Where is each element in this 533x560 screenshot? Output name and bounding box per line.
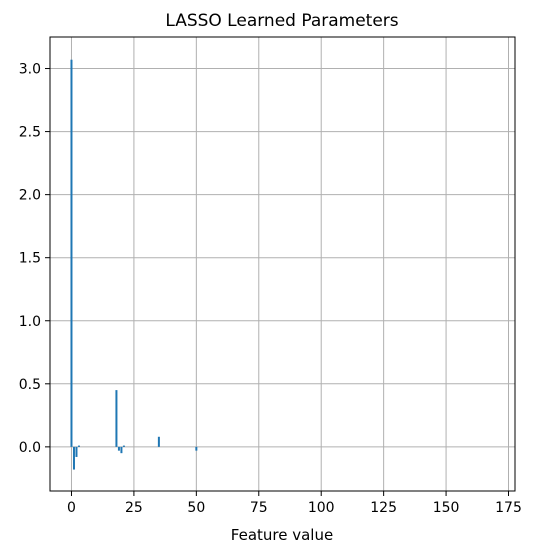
y-tick-label: 2.5 [19, 125, 41, 141]
x-tick-label: 0 [67, 500, 76, 516]
bar-feature-2 [75, 446, 78, 457]
bar-feature-35 [157, 436, 160, 447]
y-tick-label: 3.0 [19, 62, 41, 78]
bar-feature-19 [117, 446, 120, 451]
x-axis-label: Feature value [231, 526, 333, 544]
y-tick-label: 0.5 [19, 377, 41, 393]
bar-feature-1 [72, 446, 75, 470]
y-tick-label: 2.0 [19, 188, 41, 204]
x-tick-label: 75 [250, 500, 268, 516]
bar-feature-18 [115, 390, 118, 447]
bar-feature-3 [77, 445, 80, 447]
plot-frame [49, 36, 516, 492]
y-tick-label: 1.0 [19, 314, 41, 330]
bar-feature-50 [195, 446, 198, 451]
grid-layer [50, 37, 515, 491]
x-tick-label: 125 [370, 500, 397, 516]
chart-title: LASSO Learned Parameters [165, 11, 398, 31]
x-tick-label: 100 [308, 500, 335, 516]
bar-feature-0 [70, 59, 73, 447]
bar-feature-20 [120, 446, 123, 454]
x-tick-label: 25 [125, 500, 143, 516]
x-tick-label: 50 [187, 500, 205, 516]
bar-feature-21 [122, 445, 125, 447]
bars-layer [70, 59, 198, 470]
y-tick-label: 1.5 [19, 251, 41, 267]
x-tick-label: 150 [433, 500, 460, 516]
ticks-layer: 0 25 50 75 100 125 150 175 0.0 0.5 1.0 1.5 2.0 2.5 3.0 [19, 62, 522, 516]
y-tick-label: 0.0 [19, 440, 41, 456]
x-tick-label: 175 [495, 500, 522, 516]
